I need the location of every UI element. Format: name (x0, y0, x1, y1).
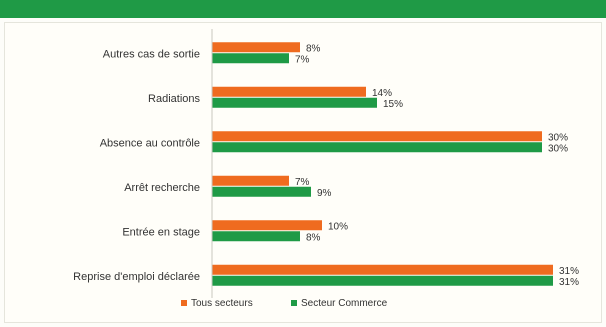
legend-swatch (181, 300, 187, 306)
data-label: 10% (328, 221, 348, 232)
bar-secteur-commerce (212, 53, 289, 64)
legend-label: Secteur Commerce (301, 298, 388, 309)
bar-tous-secteurs (212, 264, 553, 275)
data-label: 15% (383, 99, 403, 110)
bar-tous-secteurs (212, 131, 542, 142)
legend: Tous secteurs Secteur Commerce (181, 298, 388, 309)
data-label: 7% (295, 177, 310, 188)
data-label: 7% (295, 54, 310, 65)
category-label: Autres cas de sortie (103, 48, 200, 60)
data-label: 31% (559, 277, 579, 288)
data-label: 31% (559, 266, 579, 277)
bar-secteur-commerce (212, 97, 377, 108)
category-label: Absence au contrôle (100, 137, 200, 149)
category-label: Arrêt recherche (124, 182, 200, 194)
category-labels: Autres cas de sortie Radiations Absence au… (73, 48, 200, 283)
category-label: Entrée en stage (122, 226, 200, 238)
data-label: 8% (306, 232, 321, 243)
bar-secteur-commerce (212, 275, 553, 286)
category-label: Radiations (148, 93, 200, 105)
bar-secteur-commerce (212, 142, 542, 153)
legend-swatch (291, 300, 297, 306)
bar-tous-secteurs (212, 86, 366, 97)
header-bar (0, 0, 606, 18)
bar-chart: Autres cas de sortie Radiations Absence au… (73, 29, 579, 309)
category-label: Reprise d'emploi déclarée (73, 271, 200, 283)
bar-secteur-commerce (212, 186, 311, 197)
bar-tous-secteurs (212, 42, 300, 53)
data-label: 30% (548, 143, 568, 154)
legend-label: Tous secteurs (191, 298, 253, 309)
bars (212, 42, 553, 286)
data-label: 8% (306, 43, 321, 54)
bar-tous-secteurs (212, 220, 322, 231)
value-labels: 8%7%14%15%30%30%7%9%10%8%31%31% (295, 43, 579, 288)
data-label: 9% (317, 188, 332, 199)
bar-tous-secteurs (212, 175, 289, 186)
chart-panel: Autres cas de sortie Radiations Absence au… (4, 22, 602, 323)
bar-secteur-commerce (212, 231, 300, 242)
data-label: 30% (548, 132, 568, 143)
data-label: 14% (372, 88, 392, 99)
